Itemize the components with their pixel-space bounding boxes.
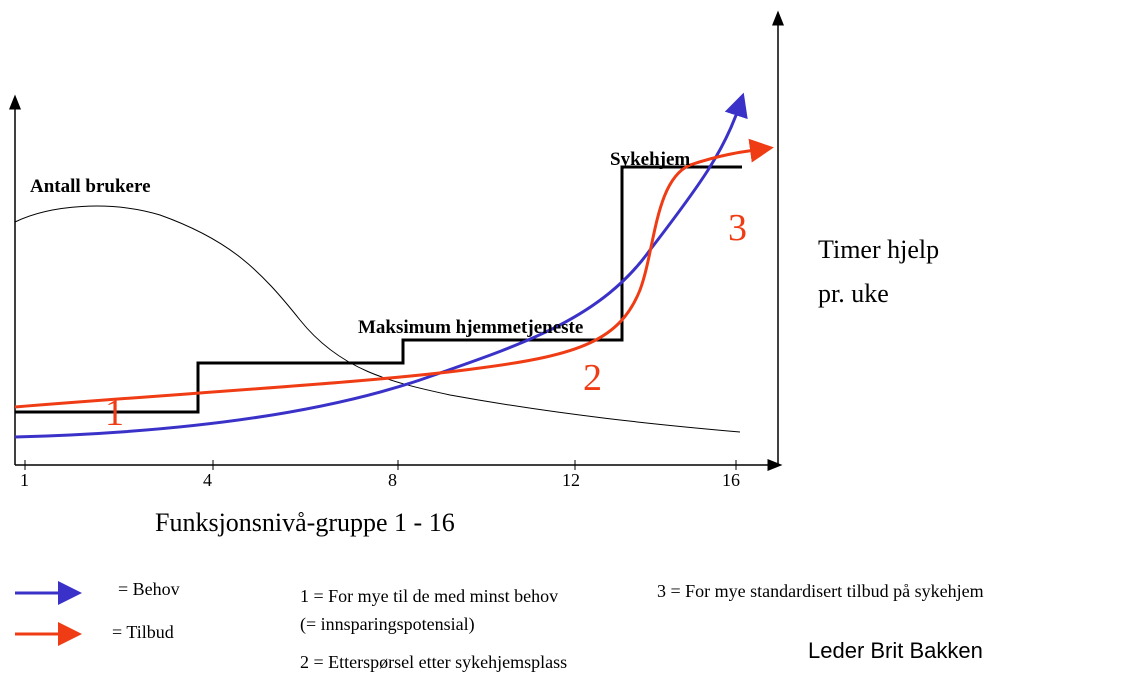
marker: 1 [105,392,124,434]
x-ticks [24,460,737,470]
users-curve [14,205,741,433]
note: (= innsparingspotensial) [300,614,475,635]
x-tick-label: 1 [20,470,29,490]
note: 3 = For mye standardisert tilbud på syke… [657,581,984,601]
y2-label: Timer hjelp [818,235,939,264]
marker: 3 [728,207,747,249]
legend-label: = Behov [118,579,180,599]
x-label: Funksjonsnivå-gruppe 1 - 16 [155,508,455,537]
step-label: Sykehjem [610,149,690,170]
behov-curve [14,92,748,439]
x-tick-label: 4 [203,470,212,490]
y-label: Antall brukere [30,176,151,197]
x-tick-label: 8 [388,470,397,490]
y2-label: pr. uke [818,279,889,308]
x-tick-label: 12 [562,470,580,490]
author: Leder Brit Bakken [808,638,983,663]
step-line [15,165,742,414]
tilbud-curve [14,138,774,409]
note: 2 = Etterspørsel etter sykehjemsplass [300,652,567,672]
legend-label: = Tilbud [112,622,174,642]
note: 1 = For mye til de med minst behov [300,586,558,606]
marker: 2 [583,357,602,399]
step-label: Maksimum hjemmetjeneste [358,317,583,338]
x-tick-label: 16 [722,470,740,490]
